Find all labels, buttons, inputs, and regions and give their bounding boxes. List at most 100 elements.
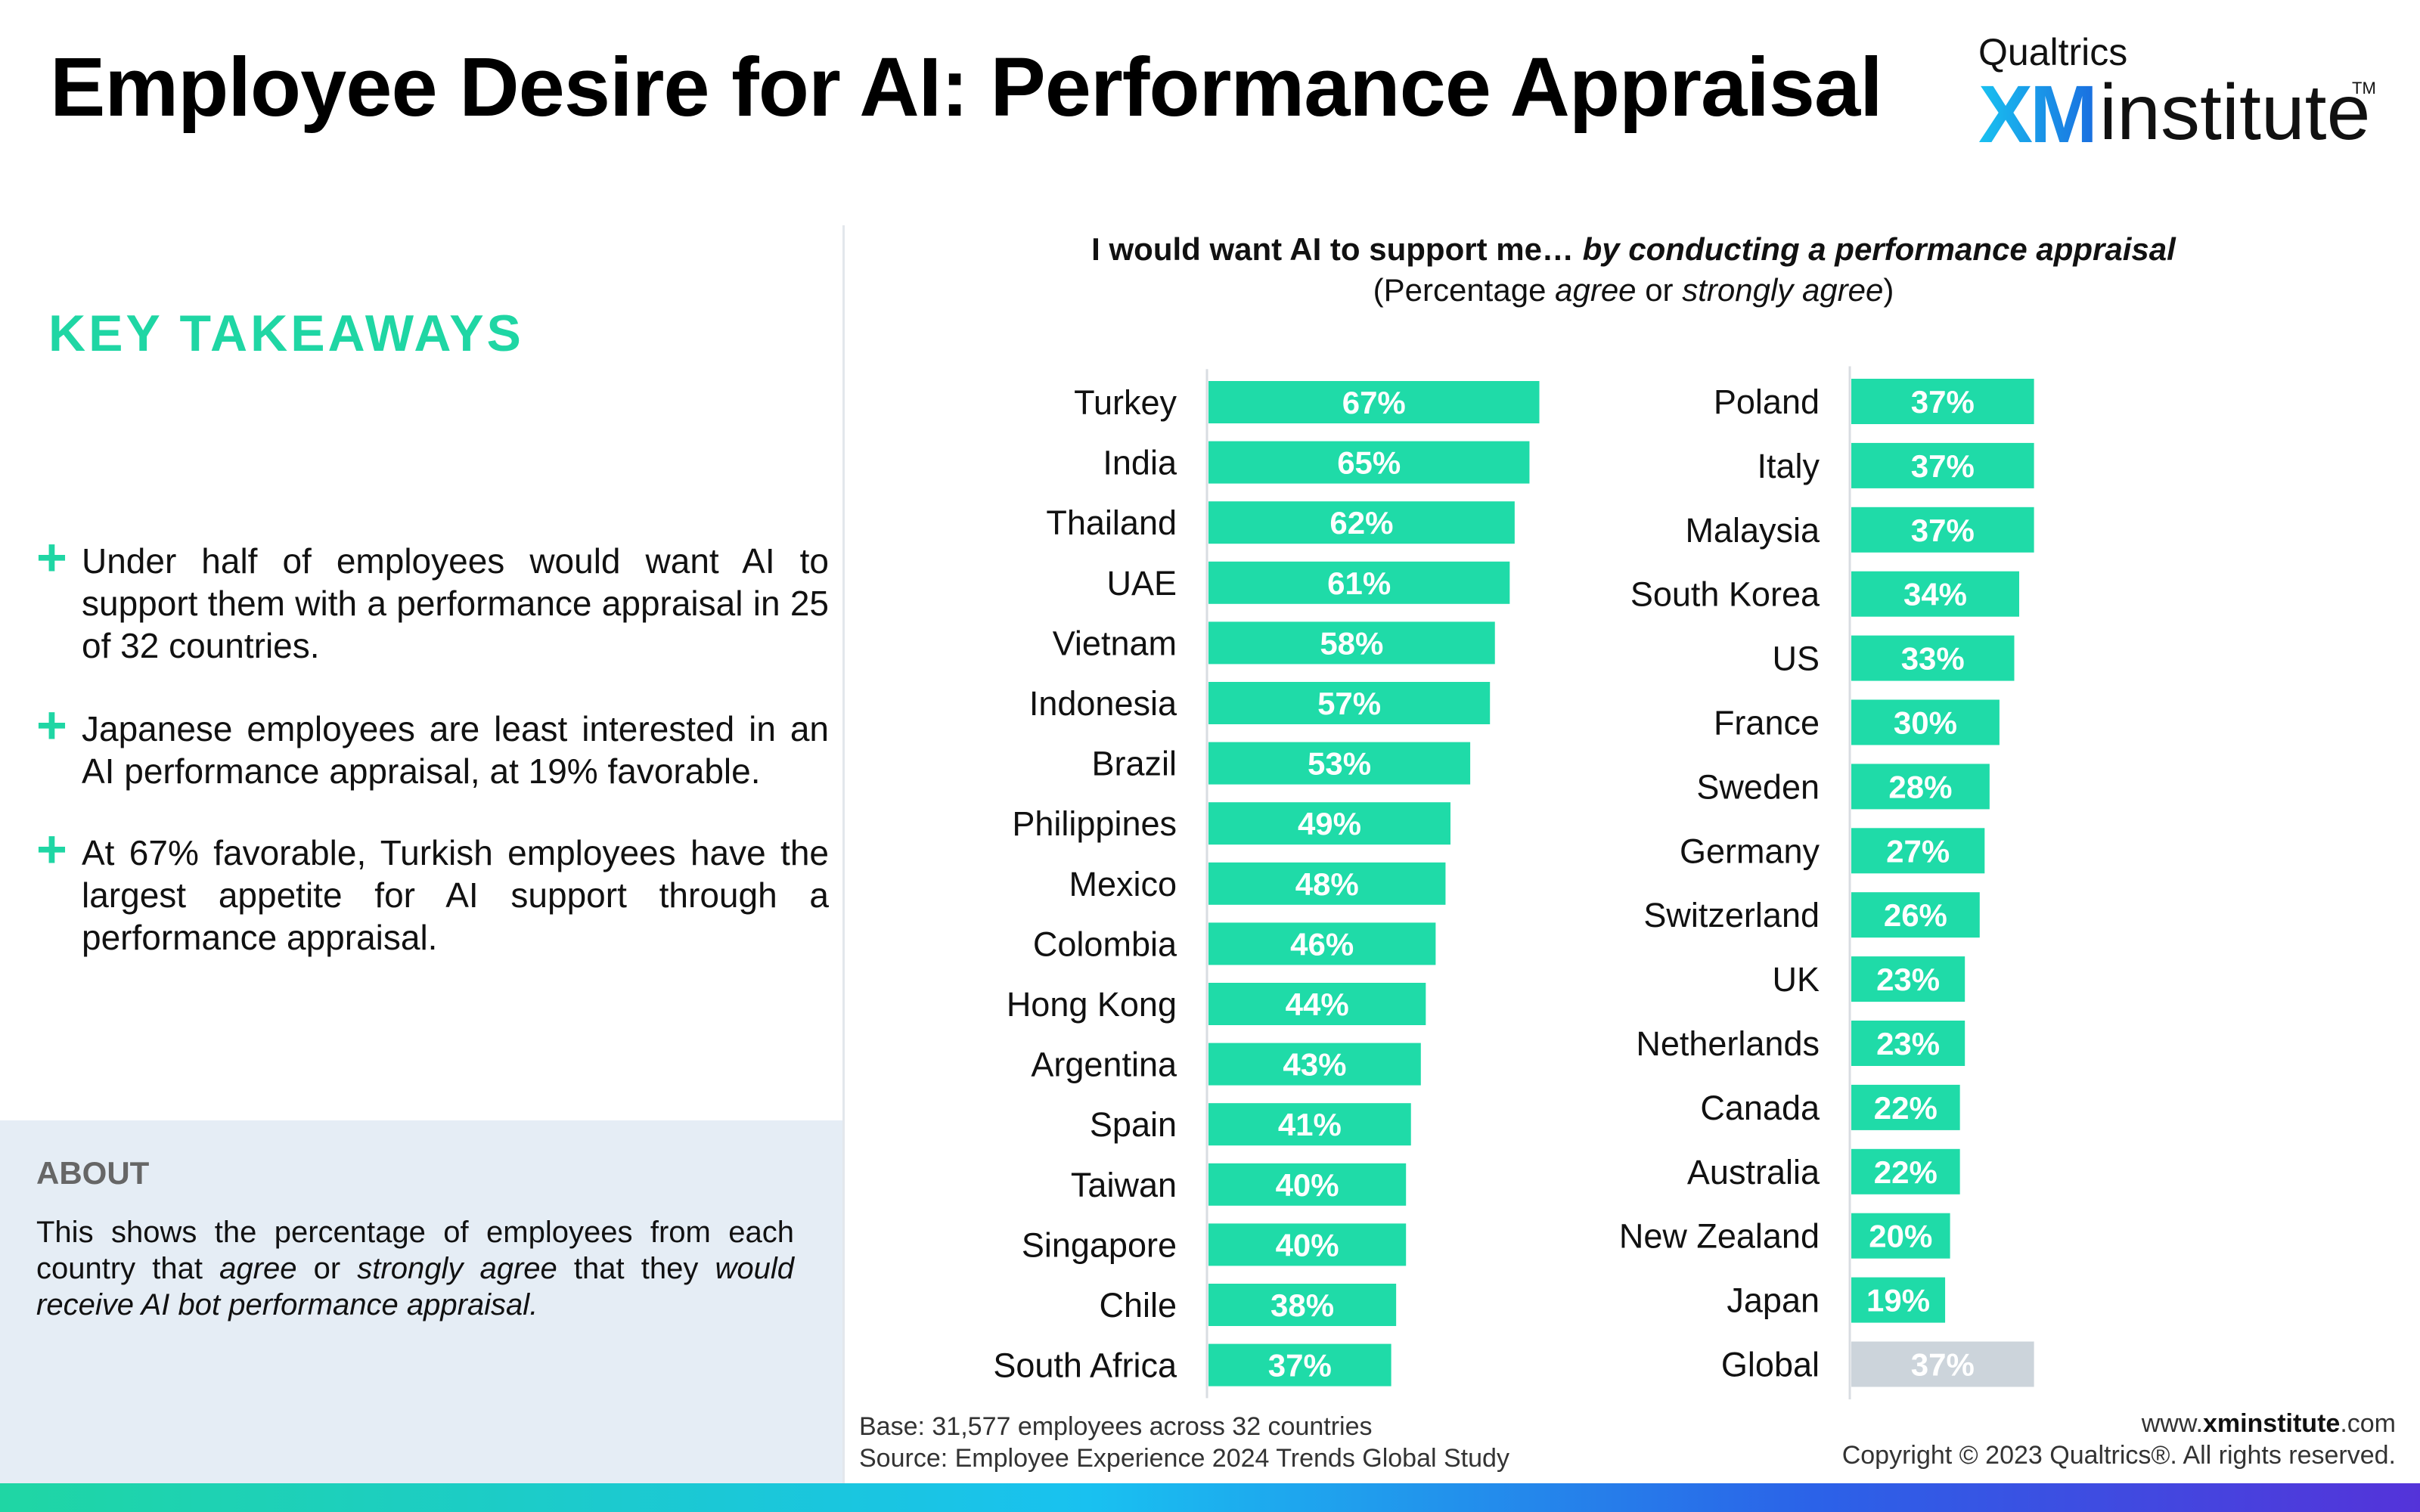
source-note: Source: Employee Experience 2024 Trends … (859, 1444, 1509, 1473)
category-label: Chile (1099, 1286, 1177, 1325)
data-label: 49% (1298, 806, 1361, 841)
takeaway-text: At 67% favorable, Turkish employees have… (82, 833, 829, 957)
bar-argentina (1208, 1043, 1421, 1086)
category-label: Singapore (1022, 1225, 1177, 1264)
data-label: 57% (1317, 686, 1381, 721)
category-label: Colombia (1033, 925, 1177, 963)
category-label: Vietnam (1053, 624, 1177, 662)
bar-poland (1851, 379, 2034, 424)
bar-new-zealand (1851, 1213, 1950, 1259)
bar-colombia (1208, 922, 1436, 965)
bar-global (1851, 1341, 2034, 1387)
about-panel: ABOUT This shows the percentage of emplo… (0, 1120, 842, 1483)
bar-brazil (1208, 742, 1471, 785)
bar-vietnam (1208, 621, 1495, 665)
category-label: Canada (1700, 1089, 1820, 1127)
brand-gradient-bar (0, 1483, 2420, 1512)
logo-institute-text: institute (2099, 69, 2371, 156)
chart-subtitle: (Percentage agree or strongly agree) (1373, 272, 1894, 308)
category-label: Turkey (1074, 383, 1177, 422)
category-label: Netherlands (1636, 1024, 1820, 1063)
bar-australia (1851, 1148, 1960, 1194)
bar-us (1851, 635, 2015, 681)
data-label: 61% (1327, 565, 1391, 601)
bar-malaysia (1851, 507, 2034, 553)
bar-hong-kong (1208, 983, 1426, 1025)
logo-xm-text: XM (1978, 68, 2098, 160)
category-label: Philippines (1012, 804, 1177, 843)
category-label: UK (1772, 960, 1820, 999)
key-takeaways-heading: KEY TAKEAWAYS (48, 305, 524, 362)
takeaway-text: Under half of employees would want AI to… (82, 541, 829, 665)
bar-uae (1208, 561, 1510, 604)
category-label: New Zealand (1619, 1217, 1820, 1256)
category-label: Brazil (1091, 745, 1177, 783)
data-label: 34% (1903, 577, 1967, 612)
website-link[interactable]: www.xminstitute.com (2141, 1409, 2396, 1438)
bar-chile (1208, 1284, 1397, 1326)
bar-singapore (1208, 1223, 1407, 1266)
about-heading: ABOUT (36, 1155, 150, 1191)
category-label: Argentina (1031, 1046, 1177, 1084)
category-label: US (1772, 640, 1820, 678)
bar-germany (1851, 828, 1985, 874)
bar-netherlands (1851, 1021, 1965, 1066)
category-label: Japan (1727, 1281, 1820, 1320)
bar-turkey (1208, 381, 1540, 423)
data-label: 20% (1869, 1219, 1932, 1254)
bar-taiwan (1208, 1163, 1407, 1206)
category-label: France (1714, 704, 1820, 742)
data-label: 37% (1911, 1347, 1975, 1383)
data-label: 23% (1876, 962, 1940, 997)
chart-title: I would want AI to support me… by conduc… (1091, 231, 2176, 267)
base-note: Base: 31,577 employees across 32 countri… (859, 1412, 1373, 1441)
data-label: 44% (1286, 987, 1349, 1022)
data-label: 40% (1276, 1167, 1339, 1203)
category-label: Australia (1687, 1153, 1820, 1191)
data-label: 53% (1308, 746, 1371, 782)
data-label: 46% (1290, 926, 1354, 962)
data-label: 37% (1911, 384, 1975, 420)
bar-canada (1851, 1084, 1960, 1130)
bar-india (1208, 441, 1530, 484)
data-label: 27% (1886, 833, 1950, 869)
section-divider (842, 225, 845, 1483)
data-label: 19% (1866, 1283, 1930, 1318)
category-label: Mexico (1069, 865, 1177, 903)
data-label: 23% (1876, 1026, 1940, 1061)
plus-icon: + (36, 696, 67, 754)
data-label: 40% (1276, 1227, 1339, 1263)
data-label: 37% (1911, 448, 1975, 484)
category-label: Indonesia (1029, 684, 1177, 723)
bar-mexico (1208, 862, 1446, 905)
plus-icon: + (36, 820, 67, 878)
logo-trademark: TM (2352, 79, 2376, 98)
category-label: India (1103, 444, 1177, 482)
bar-south-africa (1208, 1343, 1392, 1387)
bar-switzerland (1851, 892, 1980, 938)
data-label: 37% (1911, 513, 1975, 548)
category-label: Switzerland (1643, 896, 1820, 934)
plus-icon: + (36, 528, 67, 587)
bar-philippines (1208, 802, 1450, 845)
category-label: Poland (1714, 383, 1820, 421)
data-label: 41% (1278, 1107, 1342, 1142)
category-label: Germany (1680, 832, 1820, 870)
data-label: 58% (1320, 625, 1383, 661)
bar-sweden (1851, 764, 1990, 810)
chart-footnote: Base: 31,577 employees across 32 countri… (859, 1411, 1509, 1474)
category-label: Sweden (1696, 767, 1820, 806)
copyright-text: Copyright © 2023 Qualtrics®. All rights … (1841, 1441, 2396, 1470)
category-label: Global (1721, 1346, 1820, 1384)
bar-italy (1851, 442, 2034, 488)
bar-spain (1208, 1103, 1411, 1146)
category-label: South Korea (1630, 575, 1820, 614)
copyright-block: www.xminstitute.com Copyright © 2023 Qua… (1842, 1408, 2396, 1471)
data-label: 33% (1901, 641, 1965, 677)
data-label: 30% (1894, 705, 1957, 741)
data-label: 37% (1268, 1348, 1332, 1383)
bar-south-korea (1851, 571, 2020, 617)
data-label: 65% (1337, 445, 1401, 481)
data-label: 26% (1884, 897, 1947, 933)
category-label: Hong Kong (1007, 985, 1177, 1024)
